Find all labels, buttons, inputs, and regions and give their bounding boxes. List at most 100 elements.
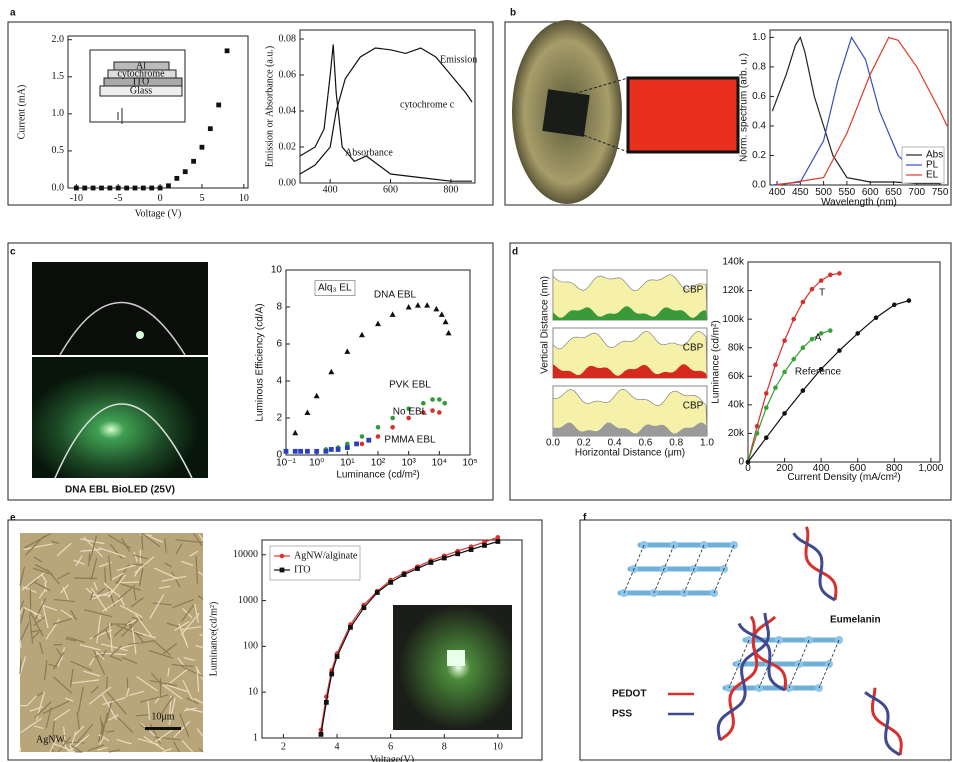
nanowire <box>108 622 113 652</box>
marker <box>442 318 449 325</box>
y-tick-label: 4 <box>276 376 282 387</box>
y-tick-label: 0.00 <box>279 177 297 188</box>
annotation-box <box>314 280 356 296</box>
ladder-link <box>653 544 675 594</box>
marker <box>468 547 474 552</box>
nanowire <box>19 600 25 610</box>
legend-marker <box>279 567 285 573</box>
x-tick-label: 10⁴ <box>432 458 447 469</box>
nanowire <box>147 700 151 720</box>
x-tick-label: 600 <box>862 187 879 198</box>
nanowire <box>56 542 72 557</box>
nanowire <box>138 567 144 587</box>
diagram-f: Eumelanin PEDOT PSS <box>612 526 903 757</box>
nanowire <box>106 691 127 715</box>
y-tick-label: 1000 <box>238 595 258 606</box>
nanowire <box>175 539 204 544</box>
marker <box>800 299 806 305</box>
nanowire <box>174 620 190 631</box>
y-tick-label: 0.04 <box>279 105 297 116</box>
nanowire <box>80 548 101 552</box>
nanowire <box>76 724 94 743</box>
nanowire <box>152 602 172 606</box>
nanowire <box>158 585 171 589</box>
diagram-title: Eumelanin <box>830 615 881 626</box>
nanowire <box>84 609 113 618</box>
nanowire <box>134 613 153 638</box>
nanowire <box>162 643 178 655</box>
y-tick-label: 60k <box>728 371 745 382</box>
inset-label: Glass <box>130 85 152 96</box>
panel-label: f <box>583 513 587 524</box>
nanowire <box>125 687 130 698</box>
nanowire <box>126 619 137 626</box>
nanowire <box>19 607 23 615</box>
legend-label: EL <box>926 170 939 181</box>
nanowire <box>33 616 46 626</box>
marker <box>800 388 806 393</box>
nanowire <box>164 538 167 553</box>
panel-label: c <box>10 247 16 258</box>
nanowire <box>75 555 83 567</box>
nanowire <box>131 627 137 655</box>
y-tick-label: 1 <box>253 732 258 743</box>
marker <box>124 185 130 191</box>
nanowire <box>180 613 200 636</box>
y-tick-label: 0.06 <box>279 69 297 80</box>
nanowire <box>90 686 99 694</box>
nanowire <box>88 686 112 705</box>
nanowire <box>107 574 127 598</box>
nanowire <box>183 656 195 662</box>
marker <box>335 447 341 452</box>
nanowire <box>53 676 73 694</box>
marker <box>837 348 842 353</box>
x-tick-label: 800 <box>443 184 458 195</box>
nanowire <box>129 690 145 696</box>
series-line <box>771 35 941 185</box>
nanowire <box>74 577 98 580</box>
nanowire <box>35 692 44 697</box>
marker <box>818 366 824 372</box>
x-tick-label: 400 <box>813 463 830 474</box>
nanowire <box>69 668 74 688</box>
photo-e-inset <box>447 650 465 666</box>
marker <box>390 424 395 430</box>
photo-e <box>19 533 204 753</box>
series-label: PVK EBL <box>389 380 431 391</box>
marker <box>359 434 365 439</box>
marker <box>107 185 113 191</box>
nanowire <box>198 747 204 753</box>
nanowire <box>198 571 204 576</box>
nanowire <box>116 564 136 572</box>
plot-frame <box>769 29 949 186</box>
ladder-link <box>713 544 735 594</box>
nanowire <box>153 640 171 656</box>
nanowire <box>109 655 123 662</box>
nanowire <box>102 697 126 706</box>
nanowire <box>105 629 111 641</box>
nanowire <box>130 597 144 608</box>
helix-strand <box>716 612 770 741</box>
x-tick-label: 600 <box>849 463 866 474</box>
nanowire <box>68 734 90 753</box>
nanowire <box>198 533 204 541</box>
nanowire <box>108 714 119 721</box>
nanowire <box>186 697 199 705</box>
x-tick-label: -5 <box>114 193 122 204</box>
y-tick-label: 1.0 <box>752 32 766 43</box>
nanowire <box>164 562 172 568</box>
plot-frame <box>747 261 941 463</box>
nanowire <box>24 533 51 549</box>
nanowire <box>89 535 98 561</box>
nanowire <box>60 584 69 594</box>
marker <box>90 185 96 191</box>
nanowire <box>90 558 98 580</box>
marker <box>406 406 411 412</box>
nanowire <box>70 660 93 672</box>
ladder-link <box>623 544 645 594</box>
marker <box>157 185 163 191</box>
y-tick-label: 40k <box>728 399 745 410</box>
nanowire <box>93 650 106 676</box>
nanowire <box>127 640 155 646</box>
x-tick-label: 0.2 <box>577 438 591 449</box>
